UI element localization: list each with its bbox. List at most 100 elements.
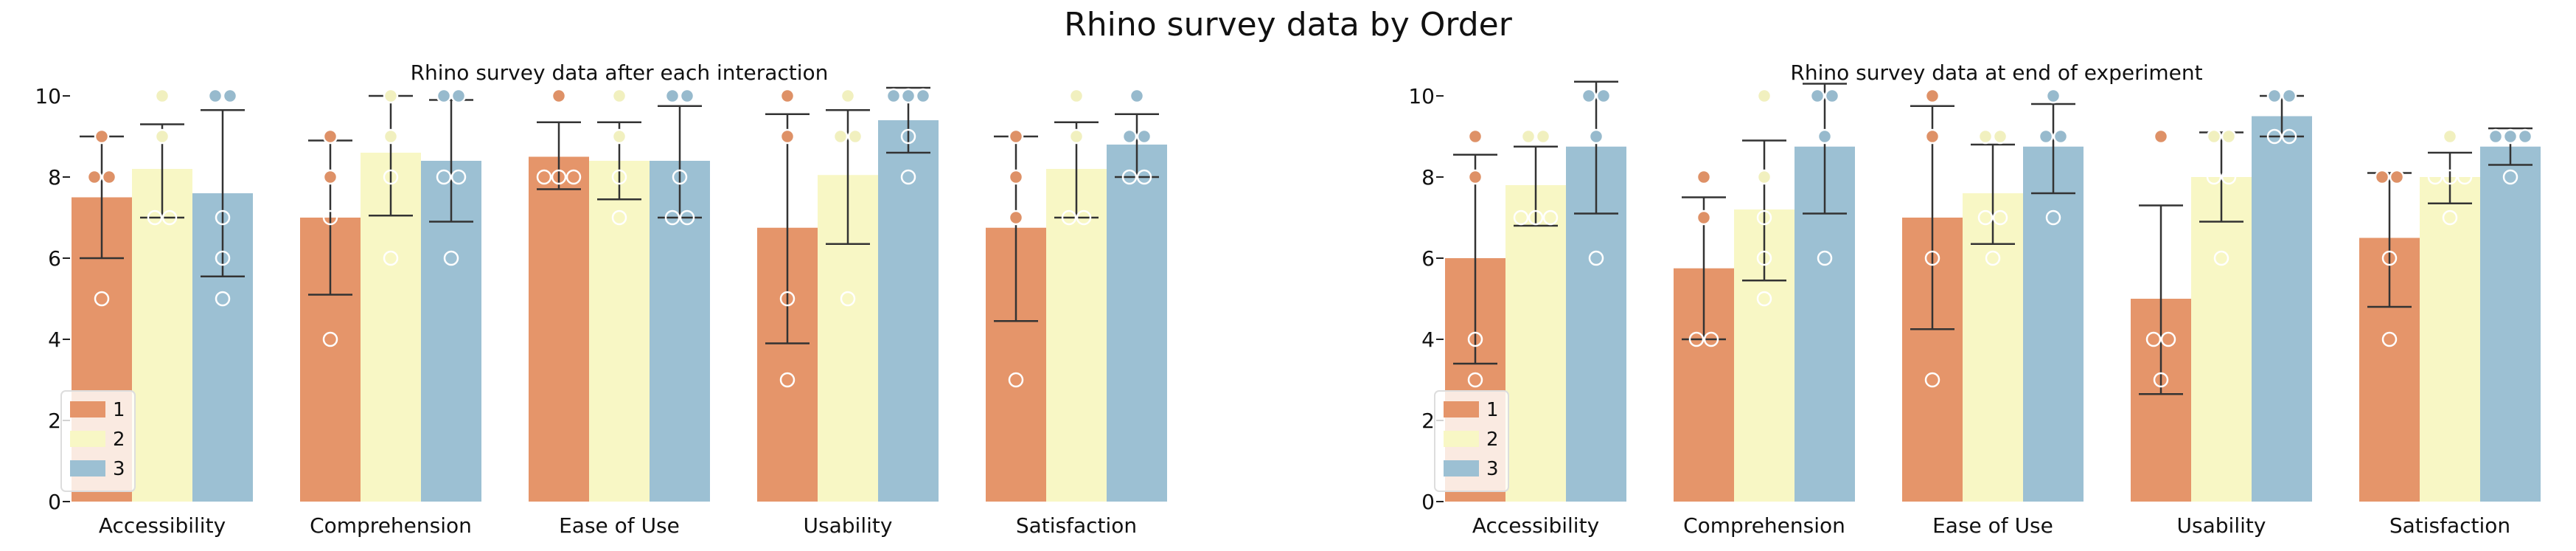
- data-point: [1068, 128, 1085, 145]
- data-point: [832, 128, 849, 145]
- data-point: [779, 128, 796, 145]
- data-point: [2389, 169, 2405, 185]
- x-tick-label: Usability: [804, 513, 893, 538]
- data-point: [2442, 209, 2458, 226]
- data-point: [1588, 250, 1604, 266]
- chart-panel-2: Rhino survey data at end of experiment 0 2…: [1408, 60, 2541, 538]
- x-tick-label: Satisfaction: [2389, 513, 2510, 538]
- y-tick-label: 0: [48, 490, 61, 514]
- data-point: [161, 209, 178, 226]
- data-point: [1129, 88, 1145, 104]
- data-point: [2153, 372, 2169, 388]
- data-point: [1756, 250, 1772, 266]
- y-tick-label: 0: [1421, 490, 1435, 514]
- data-point: [1061, 209, 1077, 226]
- data-point: [679, 88, 695, 104]
- legend-label-1: 1: [113, 399, 125, 421]
- data-point: [1535, 128, 1551, 145]
- data-point: [565, 169, 582, 185]
- chart-panel-1: Rhino survey data after each interaction…: [35, 60, 1167, 538]
- data-point: [1809, 88, 1825, 104]
- data-point: [2381, 250, 2398, 266]
- data-point: [1817, 128, 1833, 145]
- data-point: [2442, 128, 2458, 145]
- data-point: [2502, 128, 2518, 145]
- bar-2-accessibility: [132, 169, 192, 502]
- bar-2-satisfaction: [1046, 169, 1107, 502]
- y-tick-label: 6: [48, 246, 61, 271]
- data-point: [2221, 128, 2237, 145]
- legend-label-2: 2: [113, 429, 125, 451]
- data-point: [2206, 128, 2222, 145]
- data-point: [322, 128, 338, 145]
- legend-swatch-1: [70, 401, 105, 417]
- data-point: [551, 169, 567, 185]
- data-point: [383, 250, 399, 266]
- data-point: [86, 169, 102, 185]
- bar-2-satisfaction: [2420, 177, 2480, 502]
- panel-title: Rhino survey data after each interaction: [411, 60, 829, 85]
- data-point: [1076, 209, 1092, 226]
- x-tick-label: Comprehension: [310, 513, 472, 538]
- legend-swatch-2: [70, 431, 105, 447]
- legend-label-3: 3: [113, 458, 125, 480]
- y-tick-label: 4: [48, 328, 61, 352]
- data-point: [2281, 128, 2297, 145]
- data-point: [1977, 128, 1994, 145]
- data-point: [2381, 331, 2398, 347]
- data-point: [383, 128, 399, 145]
- data-point: [885, 88, 902, 104]
- x-tick-label: Ease of Use: [1932, 513, 2053, 538]
- data-point: [900, 169, 916, 185]
- y-tick-label: 6: [1421, 246, 1435, 271]
- data-point: [664, 88, 680, 104]
- panel-title: Rhino survey data at end of experiment: [1790, 60, 2202, 85]
- bar-2-accessibility: [1505, 185, 1566, 502]
- y-tick-label: 2: [48, 409, 61, 433]
- data-point: [840, 88, 856, 104]
- data-point: [2442, 169, 2458, 185]
- data-point: [154, 128, 170, 145]
- data-point: [1467, 331, 1483, 347]
- data-point: [2206, 169, 2222, 185]
- data-point: [679, 209, 695, 226]
- legend-swatch-3: [1444, 460, 1479, 477]
- x-tick-label: Accessibility: [99, 513, 226, 538]
- data-point: [2266, 128, 2283, 145]
- data-point: [611, 209, 627, 226]
- data-point: [1581, 88, 1597, 104]
- data-point: [847, 128, 863, 145]
- data-point: [322, 169, 338, 185]
- data-point: [1467, 372, 1483, 388]
- data-point: [779, 88, 796, 104]
- y-tick-label: 10: [1408, 84, 1435, 108]
- data-point: [1068, 88, 1085, 104]
- data-point: [1542, 209, 1559, 226]
- data-point: [551, 88, 567, 104]
- data-point: [2517, 128, 2533, 145]
- data-point: [2427, 169, 2443, 185]
- data-point: [611, 169, 627, 185]
- bar-3-usability: [2252, 116, 2312, 502]
- data-point: [2045, 88, 2061, 104]
- x-tick-label: Satisfaction: [1016, 513, 1137, 538]
- data-point: [2145, 331, 2162, 347]
- bar-2-usability: [2191, 177, 2252, 502]
- data-point: [383, 88, 399, 104]
- legend-label-3: 3: [1486, 458, 1499, 480]
- legend-swatch-1: [1444, 401, 1479, 417]
- data-point: [322, 331, 338, 347]
- data-point: [322, 209, 338, 226]
- y-tick-label: 2: [1421, 409, 1435, 433]
- data-point: [900, 88, 916, 104]
- x-tick-label: Accessibility: [1472, 513, 1599, 538]
- x-tick-label: Comprehension: [1683, 513, 1845, 538]
- bar-3-satisfaction: [1107, 145, 1167, 502]
- data-point: [1992, 128, 2008, 145]
- data-point: [779, 291, 796, 307]
- data-point: [215, 291, 231, 307]
- data-point: [2502, 169, 2518, 185]
- data-point: [1136, 128, 1152, 145]
- data-point: [215, 250, 231, 266]
